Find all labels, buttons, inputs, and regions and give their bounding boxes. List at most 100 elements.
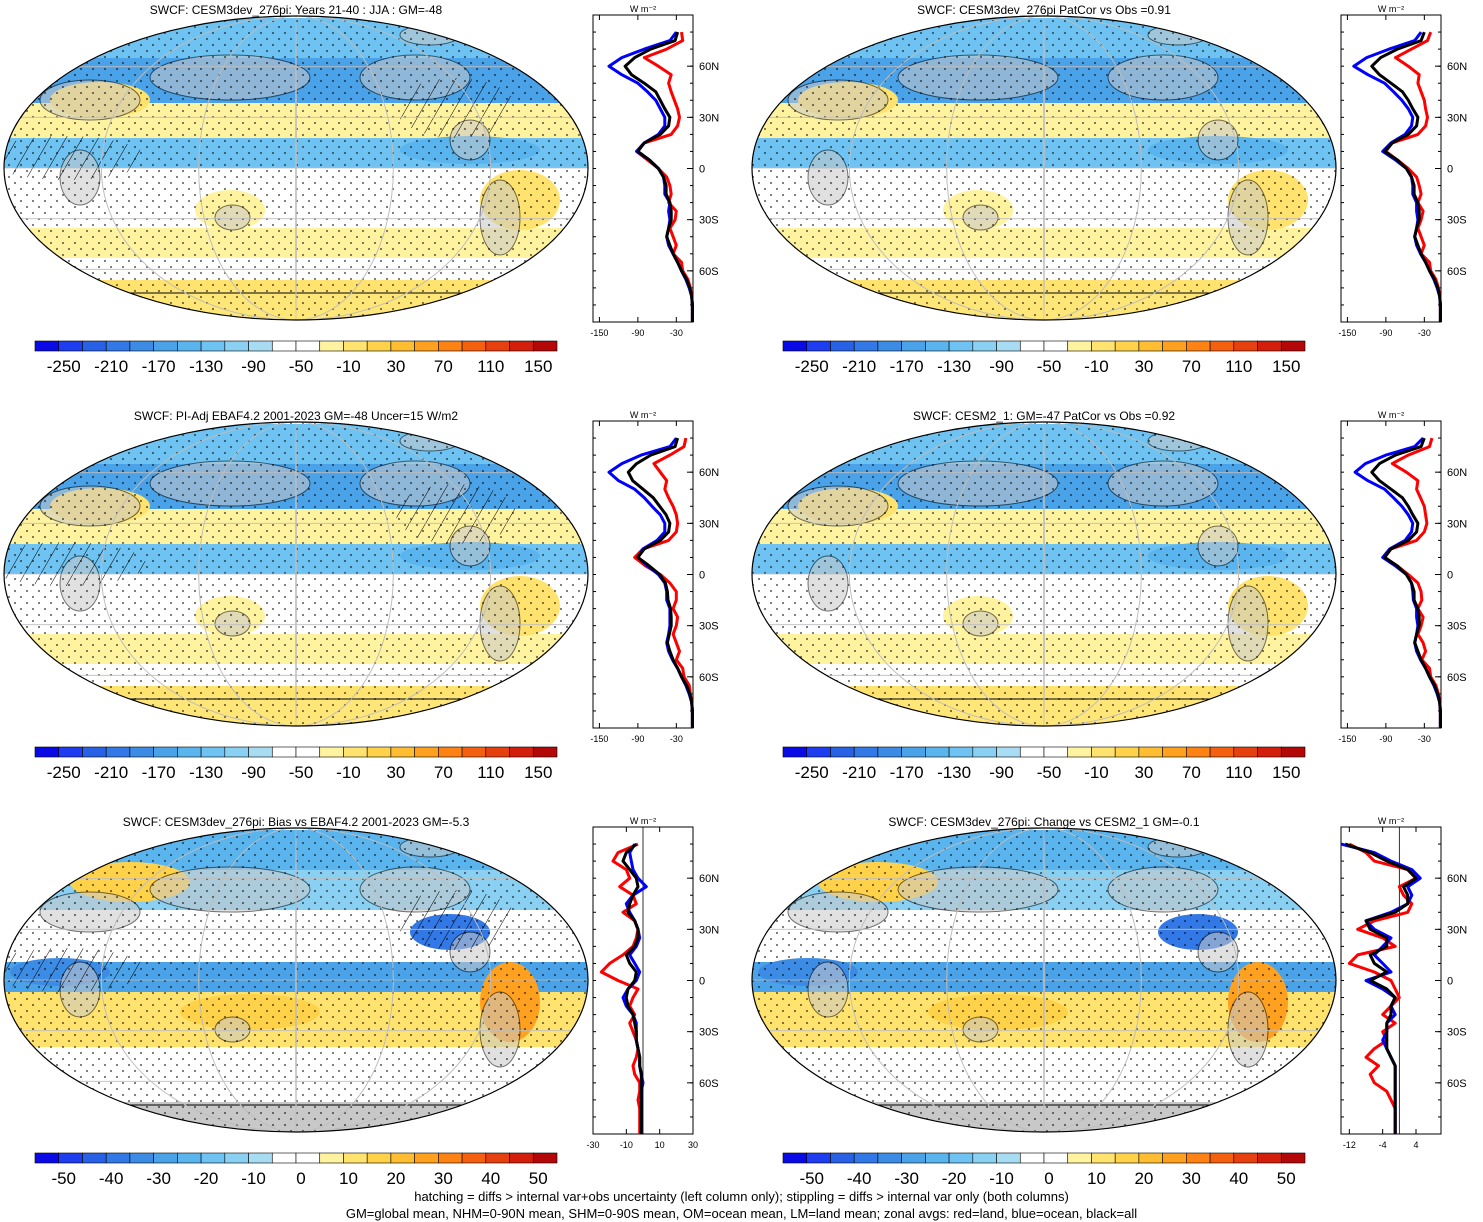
map-field bbox=[4, 828, 588, 1132]
lat-tick-label: 30S bbox=[1447, 1027, 1467, 1039]
colorbar-box bbox=[248, 746, 273, 758]
colorbar-box bbox=[1162, 746, 1187, 758]
x-tick-label: -12 bbox=[1343, 1140, 1356, 1150]
longitude-line bbox=[100, 422, 492, 726]
colorbar-box bbox=[925, 1152, 950, 1164]
zonal-axis-label: W m⁻² bbox=[630, 410, 656, 420]
zonal-ocean-line bbox=[607, 31, 694, 322]
zonal-frame bbox=[592, 420, 694, 729]
colorbar-box bbox=[58, 1152, 83, 1164]
lat-tick-label: 0 bbox=[1447, 570, 1453, 582]
colorbar-box bbox=[782, 340, 808, 352]
x-tick-label: -30 bbox=[1418, 328, 1431, 338]
colorbar-box bbox=[830, 1152, 855, 1164]
colorbar-box bbox=[1043, 340, 1069, 352]
colorbar-box bbox=[1209, 340, 1235, 352]
colorbar-box bbox=[271, 1152, 297, 1164]
colorbar-label: -20 bbox=[194, 1169, 219, 1188]
colorbar-box bbox=[295, 1152, 321, 1164]
colorbar-label: -20 bbox=[942, 1169, 967, 1188]
zonal-land-line bbox=[1347, 842, 1418, 1134]
lat-tick-label: 30N bbox=[699, 518, 719, 530]
colorbar-box bbox=[461, 746, 487, 758]
colorbar-box bbox=[105, 1152, 131, 1164]
lat-tick-label: 30N bbox=[699, 112, 719, 124]
colorbar-box bbox=[58, 340, 83, 352]
zonal-axis-label: W m⁻² bbox=[1378, 410, 1404, 420]
colorbar-box bbox=[925, 746, 950, 758]
colorbar-box bbox=[1043, 746, 1069, 758]
colorbar-label: 70 bbox=[434, 357, 453, 376]
lat-tick-label: 60N bbox=[699, 467, 719, 479]
colorbar-label: -50 bbox=[51, 1169, 76, 1188]
colorbar-label: -170 bbox=[142, 763, 176, 782]
lat-tick-label: 60S bbox=[699, 266, 719, 278]
colorbar-box bbox=[129, 340, 154, 352]
colorbar-label: -250 bbox=[47, 357, 81, 376]
lat-tick-label: 30S bbox=[699, 1027, 719, 1039]
map-field bbox=[4, 422, 588, 726]
colorbar-label: 40 bbox=[1229, 1169, 1248, 1188]
colorbar-box bbox=[366, 340, 392, 352]
panel-2: SWCF: CESM3dev_276pi PatCor vs Obs =0.91… bbox=[751, 3, 1467, 376]
colorbar-box bbox=[532, 340, 558, 352]
colorbar-box bbox=[82, 1152, 107, 1164]
zonal-axis-label: W m⁻² bbox=[630, 4, 656, 14]
hatching bbox=[396, 890, 516, 950]
zonal-ocean-line bbox=[1353, 437, 1442, 728]
zonal-all-line bbox=[626, 437, 694, 728]
colorbar-box bbox=[1186, 340, 1211, 352]
colorbar-box bbox=[1280, 746, 1306, 758]
colorbar-box bbox=[295, 340, 321, 352]
colorbar-label: 150 bbox=[524, 763, 552, 782]
colorbar-box bbox=[1019, 340, 1045, 352]
colorbar-box bbox=[1233, 1152, 1258, 1164]
colorbar-box bbox=[1019, 1152, 1045, 1164]
colorbar-box bbox=[105, 746, 131, 758]
colorbar-label: -130 bbox=[937, 357, 971, 376]
colorbar-box bbox=[390, 340, 415, 352]
panel-3: SWCF: PI-Adj EBAF4.2 2001-2023 GM=-48 Un… bbox=[3, 409, 719, 782]
lat-tick-label: 60S bbox=[699, 1078, 719, 1090]
colorbar-box bbox=[34, 340, 60, 352]
colorbar-box bbox=[972, 1152, 997, 1164]
colorbar-box bbox=[58, 746, 83, 758]
colorbar-label: -250 bbox=[795, 357, 829, 376]
zonal-land-line bbox=[599, 842, 642, 1134]
colorbar-box bbox=[224, 1152, 249, 1164]
panel-title: SWCF: PI-Adj EBAF4.2 2001-2023 GM=-48 Un… bbox=[134, 409, 458, 423]
longitude-line bbox=[848, 828, 1240, 1132]
lat-tick-label: 60N bbox=[1447, 61, 1467, 73]
zonal-frame bbox=[1340, 14, 1442, 323]
x-tick-label: 10 bbox=[655, 1140, 665, 1150]
colorbar-box bbox=[200, 746, 226, 758]
lat-tick-label: 30N bbox=[699, 924, 719, 936]
colorbar-box bbox=[830, 746, 855, 758]
colorbar-box bbox=[1257, 1152, 1282, 1164]
colorbar-box bbox=[461, 1152, 487, 1164]
zonal-all-line bbox=[1344, 842, 1418, 1134]
colorbar-box bbox=[996, 1152, 1021, 1164]
colorbar-label: -10 bbox=[1084, 763, 1109, 782]
colorbar-box bbox=[153, 1152, 178, 1164]
longitude-line bbox=[1043, 422, 1045, 726]
footer-note-hatching: hatching = diffs > internal var+obs unce… bbox=[414, 1189, 1069, 1204]
colorbar-label: -250 bbox=[47, 763, 81, 782]
colorbar-label: -210 bbox=[94, 357, 128, 376]
colorbar-label: -10 bbox=[1084, 357, 1109, 376]
colorbar-label: 30 bbox=[1182, 1169, 1201, 1188]
colorbar-label: 30 bbox=[386, 357, 405, 376]
panel-1: SWCF: CESM3dev_276pi: Years 21-40 : JJA … bbox=[3, 3, 719, 376]
colorbar-box bbox=[1067, 746, 1092, 758]
lat-tick-label: 0 bbox=[1447, 164, 1453, 176]
colorbar-box bbox=[1138, 1152, 1163, 1164]
colorbar-box bbox=[129, 1152, 154, 1164]
map-field bbox=[752, 16, 1336, 320]
x-tick-label: -90 bbox=[631, 328, 644, 338]
colorbar-label: -40 bbox=[99, 1169, 124, 1188]
panel-6: SWCF: CESM3dev_276pi: Change vs CESM2_1 … bbox=[751, 815, 1467, 1188]
lat-tick-label: 0 bbox=[1447, 976, 1453, 988]
zonal-all-line bbox=[621, 842, 643, 1134]
lat-tick-label: 30S bbox=[699, 621, 719, 633]
